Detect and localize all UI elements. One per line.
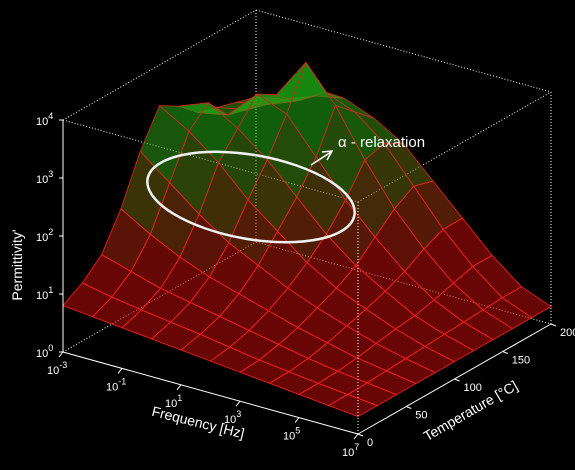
y-tick-mark	[454, 378, 460, 382]
y-tick-mark	[550, 323, 557, 327]
surface-mesh	[62, 61, 552, 418]
annotation-arrow	[310, 151, 332, 166]
alpha-relaxation-ellipse	[146, 150, 356, 244]
y-axis-ticks: 0 50 100 150 200	[357, 323, 575, 449]
x-tick-label: 10-3	[47, 360, 67, 377]
x-tick-label: 10-1	[106, 376, 126, 393]
x-tick-label: 107	[342, 442, 359, 459]
z-axis-label: Permittivity'	[9, 229, 25, 300]
z-tick-label: 100	[36, 343, 53, 360]
x-tick-mark	[176, 384, 182, 391]
x-tick-label: 105	[283, 426, 300, 443]
x-axis-label: Frequency [Hz]	[150, 403, 246, 441]
x-tick-mark	[353, 433, 359, 440]
z-tick-label: 104	[36, 111, 53, 128]
box-edge	[62, 351, 359, 435]
y-tick-label: 200	[560, 327, 575, 339]
box-edge	[357, 91, 552, 203]
alpha-relaxation-label: α - relaxation	[338, 134, 425, 151]
box-edge	[255, 9, 552, 93]
y-tick-mark	[502, 351, 508, 354]
box-edge	[62, 9, 257, 121]
y-tick-mark	[357, 433, 364, 437]
z-axis-ticks: 100 101 102 103 104	[36, 111, 63, 360]
y-tick-label: 0	[367, 437, 373, 449]
surface-cell	[327, 394, 379, 418]
y-tick-label: 100	[464, 382, 482, 394]
x-tick-mark	[58, 351, 64, 358]
x-tick-mark	[235, 400, 241, 407]
x-tick-mark	[117, 368, 123, 374]
y-tick-label: 150	[512, 355, 530, 367]
z-tick-label: 101	[36, 285, 53, 302]
z-tick-label: 102	[36, 227, 53, 244]
y-tick-mark	[406, 406, 412, 409]
z-tick-label: 103	[36, 169, 53, 186]
annotation-arrowhead	[321, 150, 334, 161]
x-tick-mark	[294, 417, 300, 423]
y-tick-label: 50	[415, 410, 427, 422]
